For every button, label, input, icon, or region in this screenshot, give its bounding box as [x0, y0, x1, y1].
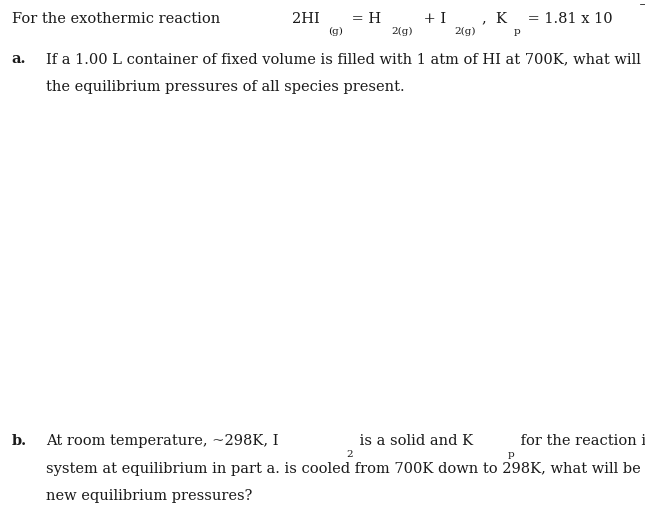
Text: the equilibrium pressures of all species present.: the equilibrium pressures of all species…: [46, 80, 405, 94]
Text: is a solid and K: is a solid and K: [355, 434, 473, 448]
Text: a.: a.: [12, 52, 26, 66]
Text: = 1.81 x 10: = 1.81 x 10: [522, 12, 612, 26]
Text: new equilibrium pressures?: new equilibrium pressures?: [46, 489, 253, 503]
Text: At room temperature, ~298K, I: At room temperature, ~298K, I: [46, 434, 279, 448]
Text: (g): (g): [328, 27, 343, 36]
Text: = H: = H: [347, 12, 381, 26]
Text: system at equilibrium in part a. is cooled from 700K down to 298K, what will be : system at equilibrium in part a. is cool…: [46, 462, 645, 476]
Text: If a 1.00 L container of fixed volume is filled with 1 atm of HI at 700K, what w: If a 1.00 L container of fixed volume is…: [46, 52, 645, 66]
Text: For the exothermic reaction: For the exothermic reaction: [12, 12, 229, 26]
Text: 2: 2: [346, 449, 353, 459]
Text: b.: b.: [12, 434, 26, 448]
Text: 2(g): 2(g): [392, 27, 413, 36]
Text: p: p: [514, 27, 521, 36]
Text: ,  K: , K: [482, 12, 507, 26]
Text: p: p: [508, 449, 514, 459]
Text: −2: −2: [639, 1, 645, 10]
Text: 2HI: 2HI: [292, 12, 320, 26]
Text: 2(g): 2(g): [454, 27, 475, 36]
Text: for the reaction is 2.85 .  If the: for the reaction is 2.85 . If the: [516, 434, 645, 448]
Text: + I: + I: [419, 12, 446, 26]
